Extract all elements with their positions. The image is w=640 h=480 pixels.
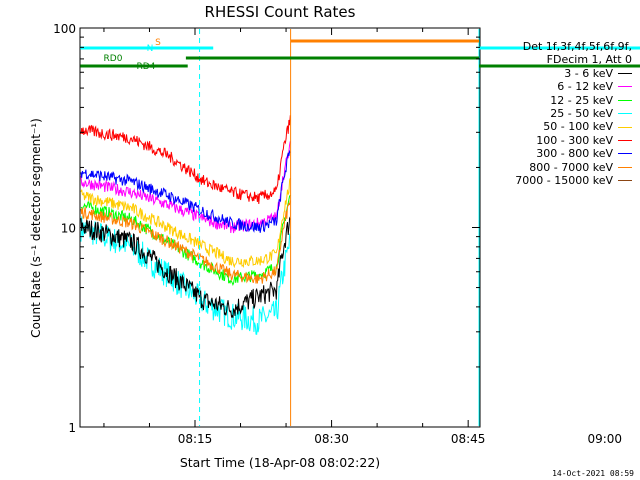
legend-label-8: 7000 - 15000 keV	[515, 174, 613, 188]
legend-swatch-1	[618, 86, 632, 88]
legend-swatch-6	[618, 153, 632, 155]
flag-label-n: N	[147, 44, 154, 54]
legend-swatch-5	[618, 140, 632, 142]
chart-title: RHESSI Count Rates	[205, 3, 356, 21]
legend-label-2: 12 - 25 keV	[550, 93, 613, 107]
series-line-5	[80, 115, 291, 205]
legend-label-5: 100 - 300 keV	[536, 133, 613, 147]
legend-label-0: 3 - 6 keV	[564, 66, 613, 80]
legend-swatch-8	[618, 180, 632, 182]
flag-label-rd4: RD4	[137, 62, 156, 72]
series-layer	[80, 115, 291, 335]
legend-label-4: 50 - 100 keV	[543, 120, 613, 134]
series-line-3	[80, 216, 291, 335]
series-line-2	[80, 194, 291, 287]
x-tick-label-1: 08:30	[314, 432, 349, 446]
plot-frame	[79, 27, 481, 428]
legend-label-6: 300 - 800 keV	[536, 147, 613, 161]
legend-entry-0: 3 - 6 keV	[482, 67, 632, 80]
legend-entry-2: 12 - 25 keV	[482, 94, 632, 107]
x-tick-label-0: 08:15	[178, 432, 213, 446]
x-tick-label-2: 08:45	[451, 432, 486, 446]
legend-entry-8: 7000 - 15000 keV	[482, 174, 632, 187]
footer-date: 14-Oct-2021 08:59	[552, 469, 634, 478]
x-axis-label: Start Time (18-Apr-08 08:02:22)	[180, 455, 380, 470]
legend-entry-7: 800 - 7000 keV	[482, 161, 632, 174]
series-line-0	[80, 216, 291, 319]
flag-label-s: S	[155, 38, 161, 48]
legend-label-7: 800 - 7000 keV	[529, 160, 613, 174]
legend-header-line-2: FDecim 1, Att 0	[546, 53, 632, 67]
y-tick-label-1: 10	[61, 222, 76, 236]
legend-entry-1: 6 - 12 keV	[482, 80, 632, 93]
legend-label-3: 25 - 50 keV	[550, 107, 613, 121]
legend-swatch-2	[618, 99, 632, 101]
x-tick-label-3: 09:00	[587, 432, 622, 446]
y-tick-label-2: 100	[53, 22, 76, 36]
flag-label-rd0: RD0	[104, 54, 123, 64]
legend-header-line-1: Det 1f,3f,4f,5f,6f,9f,	[522, 40, 632, 53]
legend-swatch-0	[618, 73, 632, 75]
legend: Det 1f,3f,4f,5f,6f,9f, FDecim 1, Att 0 3…	[482, 40, 632, 187]
legend-swatch-3	[618, 113, 632, 115]
legend-entries: 3 - 6 keV 6 - 12 keV 12 - 25 keV 25 - 50 ke…	[482, 67, 632, 188]
y-axis-label: Count Rate (s⁻¹ detector segment⁻¹)	[29, 118, 43, 338]
legend-swatch-7	[618, 166, 632, 168]
legend-entry-6: 300 - 800 keV	[482, 147, 632, 160]
legend-swatch-4	[618, 126, 632, 128]
legend-entry-3: 25 - 50 keV	[482, 107, 632, 120]
series-line-6	[80, 149, 291, 233]
y-tick-label-0: 1	[68, 421, 76, 435]
flag-bar-layer: NS RD0 RD4	[80, 38, 640, 72]
legend-label-1: 6 - 12 keV	[557, 80, 613, 94]
series-line-4	[80, 177, 291, 269]
legend-entry-5: 100 - 300 keV	[482, 134, 632, 147]
series-line-7	[80, 200, 291, 284]
legend-entry-4: 50 - 100 keV	[482, 120, 632, 133]
